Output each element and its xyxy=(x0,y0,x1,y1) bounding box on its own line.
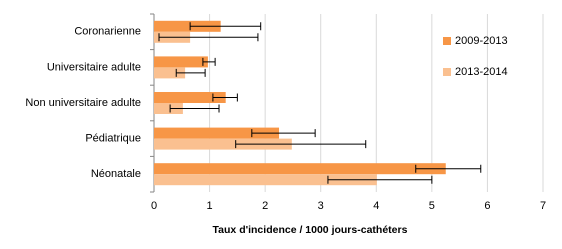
error-bar xyxy=(169,104,220,113)
legend-swatch xyxy=(443,37,451,45)
error-bar xyxy=(415,164,482,173)
x-tick-label: 0 xyxy=(151,200,157,212)
bar xyxy=(154,174,377,186)
x-tick-label: 1 xyxy=(207,200,213,212)
y-tick-label: Pédiatrique xyxy=(85,133,141,145)
error-bar xyxy=(235,140,367,149)
legend-label: 2009-2013 xyxy=(455,35,508,47)
x-axis-label: Taux d'incidence / 1000 jours-cathéters xyxy=(213,224,408,236)
error-bar xyxy=(189,22,262,31)
bar xyxy=(154,67,186,79)
y-tick-label: Néonatale xyxy=(91,168,141,180)
error-bar xyxy=(158,33,259,42)
error-bar xyxy=(327,175,433,184)
x-tick-label: 4 xyxy=(373,200,379,212)
x-tick-label: 5 xyxy=(429,200,435,212)
x-tick-label: 7 xyxy=(540,200,546,212)
y-tick-label: Non universitaire adulte xyxy=(25,97,141,109)
error-bar xyxy=(251,129,316,138)
x-tick-label: 6 xyxy=(484,200,490,212)
bar xyxy=(154,92,226,103)
legend-label: 2013-2014 xyxy=(455,66,508,78)
bar xyxy=(154,163,446,175)
legend-swatch xyxy=(443,68,451,76)
x-tick-label: 2 xyxy=(262,200,268,212)
bar xyxy=(154,127,280,139)
y-tick-label: Coronarienne xyxy=(74,26,141,38)
error-bar xyxy=(202,57,216,66)
bar xyxy=(154,56,208,68)
error-bar xyxy=(212,93,238,102)
bar xyxy=(154,20,221,32)
bar xyxy=(154,103,183,114)
error-bar xyxy=(175,68,206,77)
y-tick-label: Universitaire adulte xyxy=(47,61,141,73)
x-tick-label: 3 xyxy=(318,200,324,212)
bar xyxy=(154,138,292,150)
